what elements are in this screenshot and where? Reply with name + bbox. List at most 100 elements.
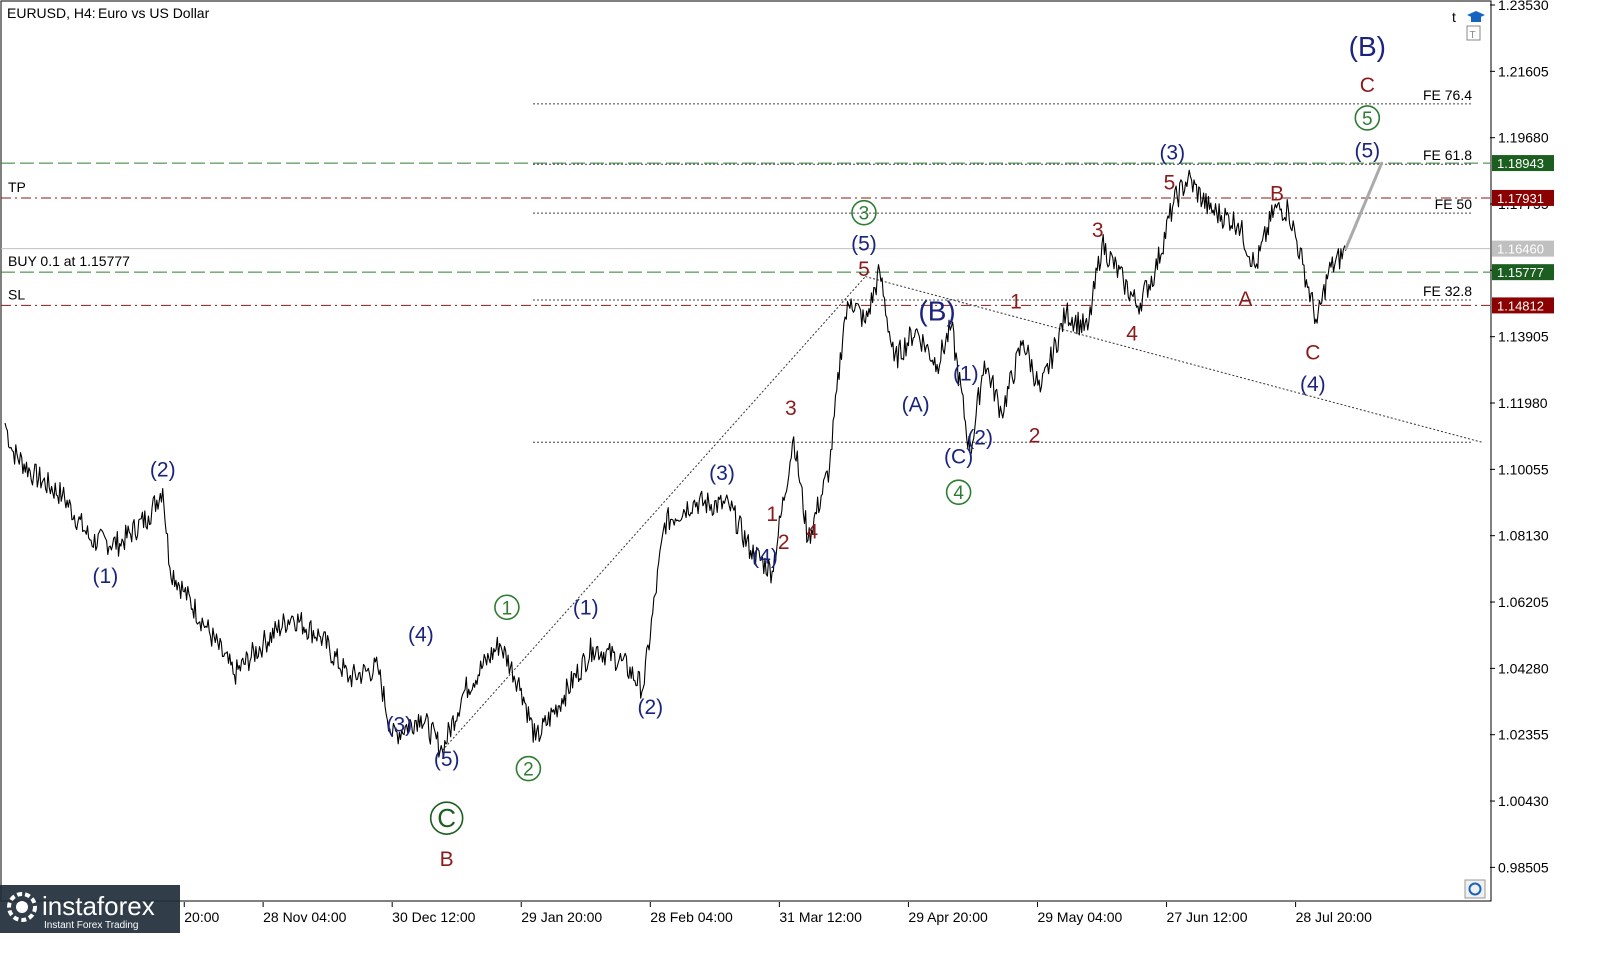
wave-label: (4)	[752, 546, 778, 569]
time-tick-label: 31 Mar 12:00	[779, 909, 862, 925]
svg-text:(1): (1)	[953, 363, 979, 386]
projection-line[interactable]	[1344, 161, 1384, 251]
wave-label: (C)	[944, 446, 973, 469]
price-tag: 1.17931	[1492, 189, 1554, 206]
time-tick-label: 28 Jul 20:00	[1296, 909, 1372, 925]
wave-label: C	[1305, 341, 1320, 364]
svg-text:2: 2	[523, 760, 534, 781]
wave-label: B	[440, 848, 454, 871]
one-click-trading-icon[interactable]	[1464, 879, 1486, 899]
svg-text:5: 5	[1164, 171, 1176, 194]
svg-text:3: 3	[1092, 219, 1104, 242]
wave-label: 4	[1126, 322, 1138, 345]
svg-text:1.15777: 1.15777	[1497, 265, 1544, 280]
trend-line[interactable]	[441, 276, 866, 751]
time-tick-label: 28 Feb 04:00	[650, 909, 733, 925]
time-axis: 20:00 28 Nov 04:00 30 Dec 12:00 29 Jan 20:0…	[183, 902, 1372, 925]
time-tick-label: 30 Dec 12:00	[392, 909, 475, 925]
svg-text:(5): (5)	[851, 233, 877, 256]
wave-label: 2	[515, 755, 542, 782]
wave-label: 2	[1029, 424, 1041, 447]
svg-text:(B): (B)	[918, 295, 955, 326]
time-tick-label: 28 Nov 04:00	[263, 909, 346, 925]
time-tick-label: 29 Jan 20:00	[521, 909, 602, 925]
time-tick-label: 20:00	[184, 909, 219, 925]
price-tag: 1.14812	[1492, 297, 1554, 314]
wave-label: 5	[1354, 105, 1381, 131]
wave-labels: (1)(2)(3)(4)(5)CB12(1)(2)(3)(4)12345(5)3…	[93, 31, 1386, 871]
svg-text:(2): (2)	[967, 426, 993, 449]
wave-label: 1	[1010, 290, 1022, 313]
svg-text:1: 1	[766, 503, 778, 526]
instaforex-logo: instaforex Instant Forex Trading	[0, 885, 180, 951]
wave-label: 3	[785, 397, 797, 420]
price-tag: 1.18943	[1492, 155, 1554, 172]
price-tick-label: 1.11980	[1498, 395, 1548, 411]
wave-label: (2)	[150, 458, 176, 481]
order-label: BUY 0.1 at 1.15777	[8, 253, 130, 269]
price-tick-label: 1.10055	[1498, 461, 1549, 477]
wave-label: C	[1360, 74, 1375, 97]
svg-text:2: 2	[1029, 424, 1041, 447]
price-axis: 1.235301.216051.196801.177551.158301.139…	[1490, 0, 1549, 875]
wave-label: (1)	[93, 565, 119, 588]
svg-text:1.16460: 1.16460	[1497, 242, 1544, 257]
fib-label: FE 32.8	[1423, 283, 1472, 299]
chart-description: Euro vs US Dollar	[98, 5, 210, 21]
wave-label: (3)	[387, 713, 413, 736]
order-label: SL	[8, 286, 25, 302]
wave-label: 3	[1092, 219, 1104, 242]
svg-text:B: B	[440, 848, 454, 871]
trend-lines	[441, 276, 1483, 751]
wave-label: B	[1270, 183, 1284, 206]
svg-text:A: A	[1238, 288, 1252, 311]
wave-label: (B)	[918, 295, 955, 326]
wave-label: (1)	[573, 596, 599, 619]
price-tick-label: 1.13905	[1498, 329, 1549, 345]
svg-text:(3): (3)	[709, 462, 735, 485]
svg-text:(4): (4)	[752, 546, 778, 569]
wave-label: 5	[858, 258, 870, 281]
svg-text:C: C	[1305, 341, 1320, 364]
svg-text:B: B	[1270, 183, 1284, 206]
wave-label: (2)	[967, 426, 993, 449]
wave-label: (B)	[1349, 31, 1386, 62]
svg-text:3: 3	[785, 397, 797, 420]
svg-text:1.18943: 1.18943	[1497, 156, 1544, 171]
price-tick-label: 1.04280	[1498, 660, 1549, 676]
chart-symbol: EURUSD, H4:	[7, 5, 96, 21]
svg-text:3: 3	[859, 204, 870, 225]
brand-name: instaforex	[42, 891, 155, 921]
wave-label: 5	[1164, 171, 1176, 194]
time-tick-label: 29 Apr 20:00	[908, 909, 988, 925]
graduation-cap-icon[interactable]	[1467, 11, 1485, 22]
price-tick-label: 1.19680	[1498, 130, 1549, 146]
trading-icon[interactable]: t	[1452, 9, 1456, 25]
svg-text:1.17931: 1.17931	[1497, 191, 1544, 206]
svg-text:(C): (C)	[944, 446, 973, 469]
tick-chart-icon[interactable]: T	[1466, 25, 1481, 41]
wave-label: 2	[778, 531, 790, 554]
price-tick-label: 1.02355	[1498, 727, 1549, 743]
wave-label: (A)	[902, 394, 930, 417]
wave-label: (3)	[709, 462, 735, 485]
svg-text:1: 1	[502, 598, 513, 619]
svg-text:C: C	[1360, 74, 1375, 97]
price-series	[4, 169, 1347, 759]
gear-logo-icon	[7, 892, 37, 922]
price-line	[4, 169, 1347, 759]
projection	[1344, 161, 1384, 251]
fib-levels: FE 76.4 FE 61.8 FE 50 FE 32.8	[533, 87, 1472, 443]
svg-text:(1): (1)	[573, 596, 599, 619]
svg-text:(3): (3)	[1159, 141, 1185, 164]
price-tick-label: 1.00430	[1498, 793, 1549, 809]
trend-line[interactable]	[865, 276, 1483, 443]
fib-label: FE 61.8	[1423, 147, 1472, 163]
price-tag: 1.15777	[1492, 264, 1554, 281]
svg-text:T: T	[1470, 30, 1476, 41]
plot-border	[0, 0, 1492, 902]
price-tag: 1.16460	[1492, 240, 1554, 257]
svg-text:(5): (5)	[1354, 140, 1380, 163]
wave-label: (2)	[637, 696, 663, 719]
svg-text:(1): (1)	[93, 565, 119, 588]
